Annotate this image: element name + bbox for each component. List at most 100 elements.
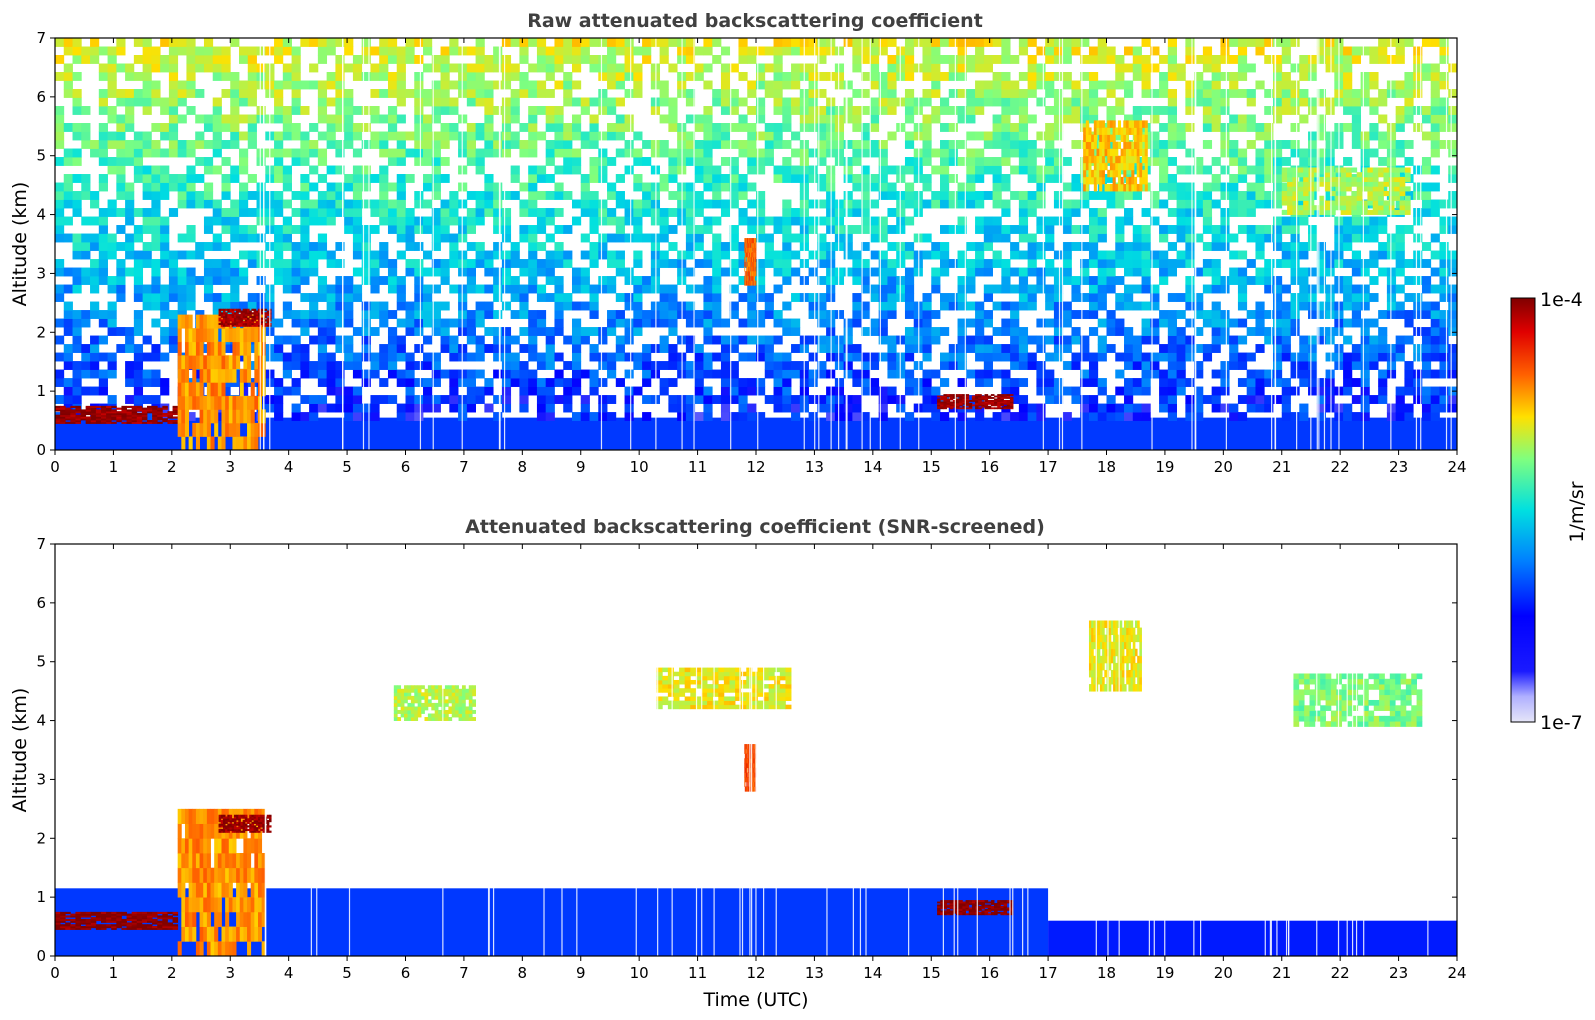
cloud-cell bbox=[60, 411, 66, 414]
noise-cell bbox=[1325, 55, 1335, 64]
noise-cell bbox=[501, 301, 512, 311]
noise-cell bbox=[1386, 310, 1397, 319]
noise-cell bbox=[1395, 80, 1405, 90]
noise-cell bbox=[423, 46, 433, 56]
noise-cell bbox=[1290, 301, 1300, 311]
noise-cell bbox=[694, 199, 704, 209]
cloud-cell bbox=[157, 412, 163, 416]
noise-cell bbox=[361, 199, 371, 209]
noise-cell bbox=[309, 148, 319, 158]
noise-cell bbox=[1010, 395, 1020, 404]
noise-cell bbox=[563, 140, 573, 149]
noise-cell bbox=[440, 131, 450, 141]
noise-cell bbox=[580, 403, 590, 413]
noise-cell bbox=[817, 106, 827, 115]
noise-cell bbox=[1071, 114, 1081, 124]
noise-cell bbox=[1360, 369, 1370, 379]
noise-cell bbox=[834, 310, 845, 319]
noise-cell bbox=[729, 284, 739, 294]
noise-cell bbox=[834, 378, 845, 387]
noise-cell bbox=[414, 259, 424, 268]
noise-cell bbox=[554, 310, 564, 319]
noise-cell bbox=[975, 63, 985, 73]
noise-cell bbox=[510, 97, 520, 107]
noise-cell bbox=[992, 174, 1002, 183]
cloud-cell bbox=[85, 418, 92, 421]
noise-cell bbox=[1413, 63, 1423, 73]
cloud-cell bbox=[228, 368, 233, 383]
noise-cell bbox=[1010, 361, 1020, 370]
noise-cell bbox=[1325, 38, 1335, 47]
noise-cell bbox=[887, 352, 897, 362]
noise-cell bbox=[983, 63, 993, 73]
noise-cell bbox=[475, 148, 485, 158]
noise-cell bbox=[782, 114, 792, 124]
noise-cell bbox=[1351, 97, 1362, 107]
noise-cell bbox=[1150, 352, 1160, 362]
noise-cell bbox=[834, 276, 845, 285]
noise-cell bbox=[1360, 335, 1370, 345]
noise-cell bbox=[1264, 199, 1274, 209]
noise-cell bbox=[615, 97, 625, 107]
noise-cell bbox=[536, 242, 547, 251]
noise-cell bbox=[869, 284, 880, 294]
noise-cell bbox=[1097, 233, 1107, 243]
noise-cell bbox=[1378, 344, 1388, 353]
noise-cell bbox=[379, 63, 389, 73]
cloud-cell bbox=[250, 395, 255, 410]
noise-cell bbox=[659, 250, 669, 260]
noise-cell bbox=[1141, 327, 1151, 336]
noise-cell bbox=[966, 174, 976, 183]
noise-cell bbox=[186, 46, 196, 56]
noise-cell bbox=[107, 310, 117, 319]
noise-cell bbox=[423, 386, 433, 396]
noise-cell bbox=[335, 242, 345, 251]
noise-cell bbox=[396, 89, 406, 98]
noise-cell bbox=[72, 250, 82, 260]
noise-cell bbox=[773, 395, 783, 404]
noise-cell bbox=[291, 352, 301, 362]
noise-cell bbox=[720, 344, 731, 353]
noise-cell bbox=[615, 250, 625, 260]
noise-cell bbox=[1124, 344, 1134, 353]
noise-cell bbox=[1132, 242, 1142, 251]
noise-cell bbox=[168, 72, 179, 81]
noise-cell bbox=[1010, 335, 1020, 345]
noise-cell bbox=[545, 293, 555, 302]
noise-cell bbox=[528, 327, 538, 336]
noise-cell bbox=[756, 114, 766, 124]
noise-cell bbox=[1290, 276, 1300, 285]
noise-cell bbox=[563, 131, 573, 141]
noise-cell bbox=[1080, 55, 1090, 64]
noise-cell bbox=[1281, 259, 1291, 268]
noise-cell bbox=[1071, 276, 1081, 285]
noise-cell bbox=[1053, 191, 1064, 200]
noise-cell bbox=[975, 148, 985, 158]
noise-cell bbox=[624, 352, 634, 362]
noise-cell bbox=[1167, 72, 1177, 81]
noise-cell bbox=[81, 55, 91, 64]
noise-cell bbox=[685, 225, 696, 234]
cloud-cell bbox=[126, 418, 133, 421]
noise-cell bbox=[317, 131, 328, 141]
noise-cell bbox=[335, 182, 345, 192]
cloud-cell bbox=[243, 395, 248, 410]
noise-cell bbox=[160, 242, 170, 251]
noise-cell bbox=[1272, 318, 1283, 328]
noise-cell bbox=[125, 123, 135, 132]
cloud-cell bbox=[247, 368, 252, 383]
noise-cell bbox=[1360, 352, 1370, 362]
noise-cell bbox=[983, 335, 993, 345]
noise-cell bbox=[747, 140, 757, 149]
noise-cell bbox=[1018, 233, 1029, 243]
noise-cell bbox=[1097, 301, 1107, 311]
noise-cell bbox=[1316, 46, 1326, 56]
noise-cell bbox=[1194, 403, 1204, 413]
noise-cell bbox=[1360, 233, 1370, 243]
noise-cell bbox=[72, 242, 82, 251]
noise-cell bbox=[282, 106, 292, 115]
cloud-cell bbox=[239, 409, 244, 424]
noise-cell bbox=[966, 369, 976, 379]
cloud-cell bbox=[85, 407, 92, 410]
noise-cell bbox=[1001, 233, 1011, 243]
